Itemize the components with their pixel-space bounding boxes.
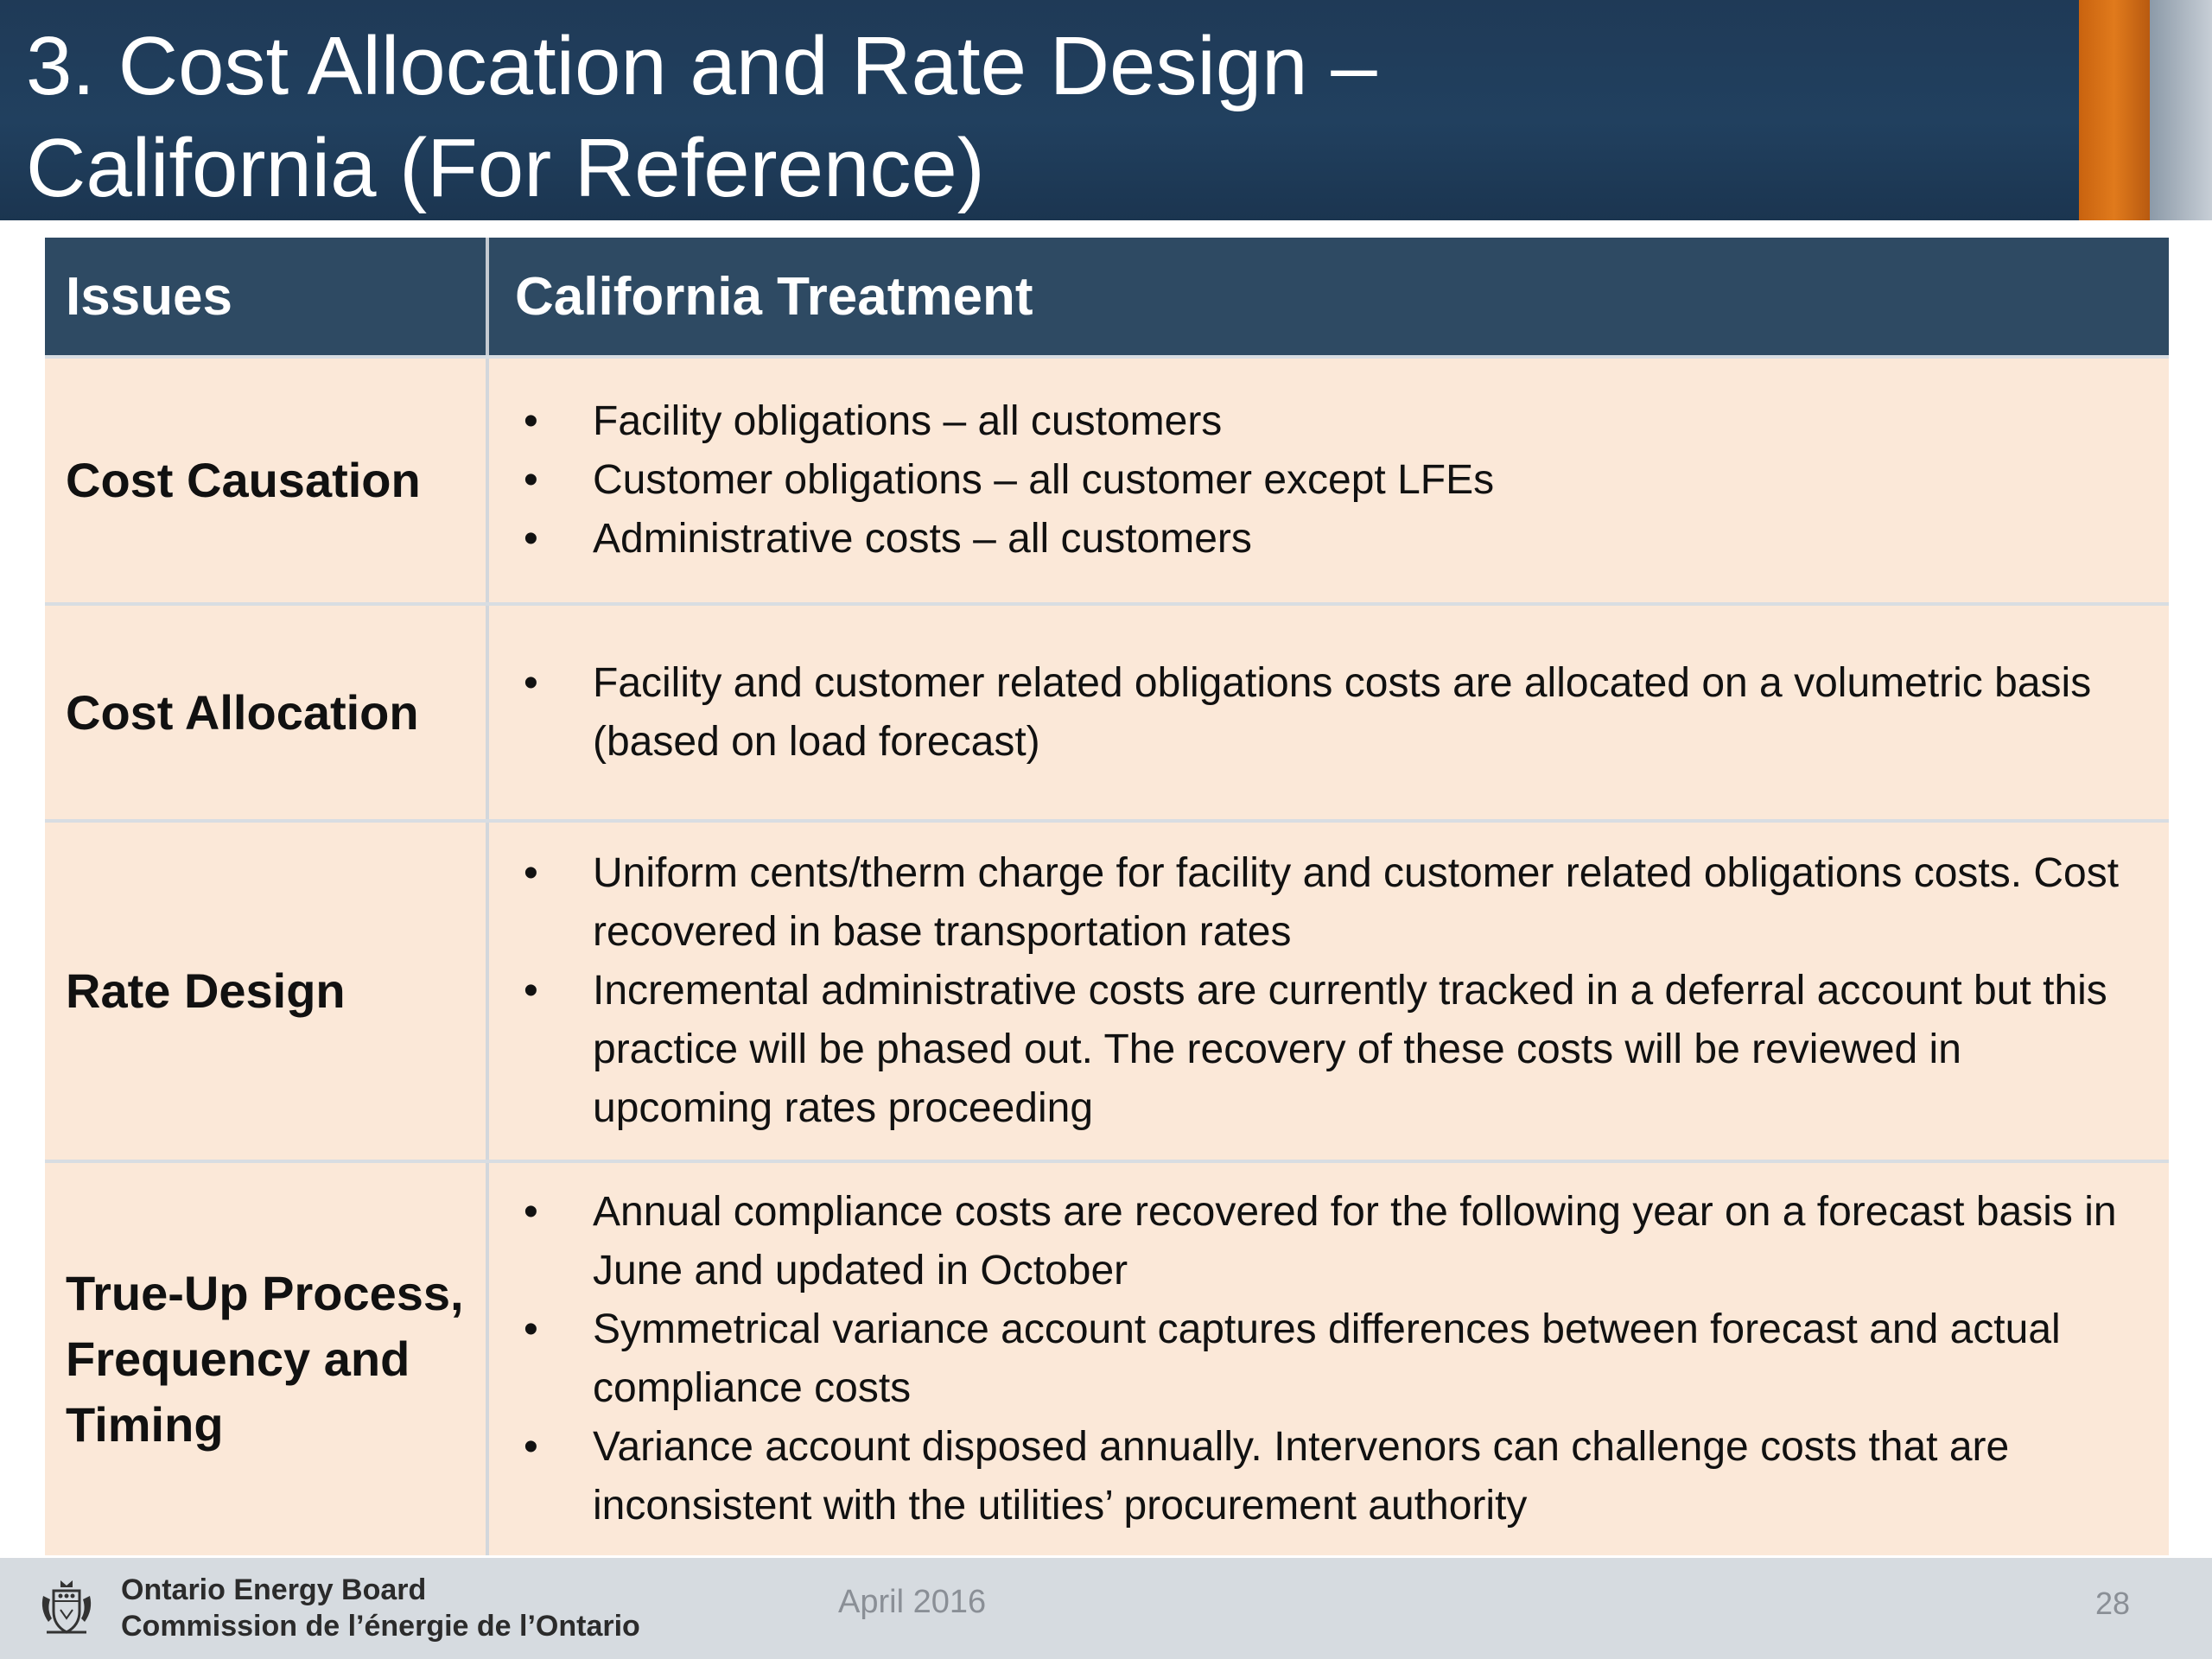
bullet-list: • Facility obligations – all customers •… xyxy=(524,392,2134,569)
grey-accent-bar xyxy=(2150,0,2212,220)
coat-of-arms-icon xyxy=(41,1580,92,1634)
footer-date: April 2016 xyxy=(838,1584,987,1620)
table-row: Rate Design • Uniform cents/therm charge… xyxy=(45,819,2169,1160)
table-row: Cost Allocation • Facility and customer … xyxy=(45,602,2169,819)
bullet-text: Incremental administrative costs are cur… xyxy=(593,968,2107,1131)
title-line-1: 3. Cost Allocation and Rate Design – xyxy=(26,20,1377,112)
bullet-text: Annual compliance costs are recovered fo… xyxy=(593,1189,2117,1294)
bullet-text: Variance account disposed annually. Inte… xyxy=(593,1424,2010,1529)
bullet-list: • Annual compliance costs are recovered … xyxy=(524,1183,2134,1535)
slide-title: 3. Cost Allocation and Rate Design – Cal… xyxy=(26,16,2013,219)
treatment-cell: • Annual compliance costs are recovered … xyxy=(489,1163,2169,1555)
bullet-icon: • xyxy=(524,516,538,562)
org-name-fr: Commission de l’énergie de l’Ontario xyxy=(121,1610,640,1643)
issue-cell: Rate Design xyxy=(45,823,489,1160)
title-line-2: California (For Reference) xyxy=(26,122,985,214)
list-item: • Variance account disposed annually. In… xyxy=(524,1418,2134,1535)
list-item: • Facility obligations – all customers xyxy=(524,392,2134,451)
header-issues: Issues xyxy=(45,238,489,355)
bullet-text: Facility and customer related obligation… xyxy=(593,659,2092,765)
footer-bar: Ontario Energy Board Commission de l’éne… xyxy=(0,1558,2212,1659)
table-header-row: Issues California Treatment xyxy=(45,238,2169,355)
bullet-list: • Facility and customer related obligati… xyxy=(524,654,2134,772)
bullet-text: Facility obligations – all customers xyxy=(593,398,1223,444)
bullet-text: Customer obligations – all customer exce… xyxy=(593,457,1495,503)
issue-cell: Cost Allocation xyxy=(45,606,489,819)
orange-accent-bar xyxy=(2079,0,2150,220)
issue-cell: Cost Causation xyxy=(45,359,489,602)
issue-cell: True-Up Process, Frequency and Timing xyxy=(45,1163,489,1555)
list-item: • Administrative costs – all customers xyxy=(524,510,2134,569)
list-item: • Annual compliance costs are recovered … xyxy=(524,1183,2134,1300)
bullet-text: Symmetrical variance account captures di… xyxy=(593,1306,2061,1411)
bullet-icon: • xyxy=(524,1306,538,1352)
list-item: • Uniform cents/therm charge for facilit… xyxy=(524,844,2134,962)
org-name-en: Ontario Energy Board xyxy=(121,1573,427,1606)
table-row: Cost Causation • Facility obligations – … xyxy=(45,355,2169,602)
list-item: • Facility and customer related obligati… xyxy=(524,654,2134,772)
list-item: • Customer obligations – all customer ex… xyxy=(524,451,2134,510)
bullet-icon: • xyxy=(524,968,538,1014)
bullet-icon: • xyxy=(524,1424,538,1470)
bullet-text: Administrative costs – all customers xyxy=(593,516,1252,562)
list-item: • Symmetrical variance account captures … xyxy=(524,1300,2134,1418)
treatment-cell: • Uniform cents/therm charge for facilit… xyxy=(489,823,2169,1160)
treatment-table: Issues California Treatment Cost Causati… xyxy=(45,238,2169,1555)
bullet-icon: • xyxy=(524,1189,538,1235)
bullet-icon: • xyxy=(524,457,538,503)
organization-name: Ontario Energy Board Commission de l’éne… xyxy=(121,1572,640,1644)
title-banner: 3. Cost Allocation and Rate Design – Cal… xyxy=(0,0,2212,220)
page-number: 28 xyxy=(2094,1586,2130,1621)
treatment-cell: • Facility and customer related obligati… xyxy=(489,606,2169,819)
bullet-icon: • xyxy=(524,398,538,444)
list-item: • Incremental administrative costs are c… xyxy=(524,962,2134,1138)
bullet-text: Uniform cents/therm charge for facility … xyxy=(593,850,2120,955)
treatment-cell: • Facility obligations – all customers •… xyxy=(489,359,2169,602)
header-california-treatment: California Treatment xyxy=(515,266,1033,327)
bullet-list: • Uniform cents/therm charge for facilit… xyxy=(524,844,2134,1138)
bullet-icon: • xyxy=(524,850,538,896)
bullet-icon: • xyxy=(524,659,538,706)
table-row: True-Up Process, Frequency and Timing • … xyxy=(45,1160,2169,1555)
